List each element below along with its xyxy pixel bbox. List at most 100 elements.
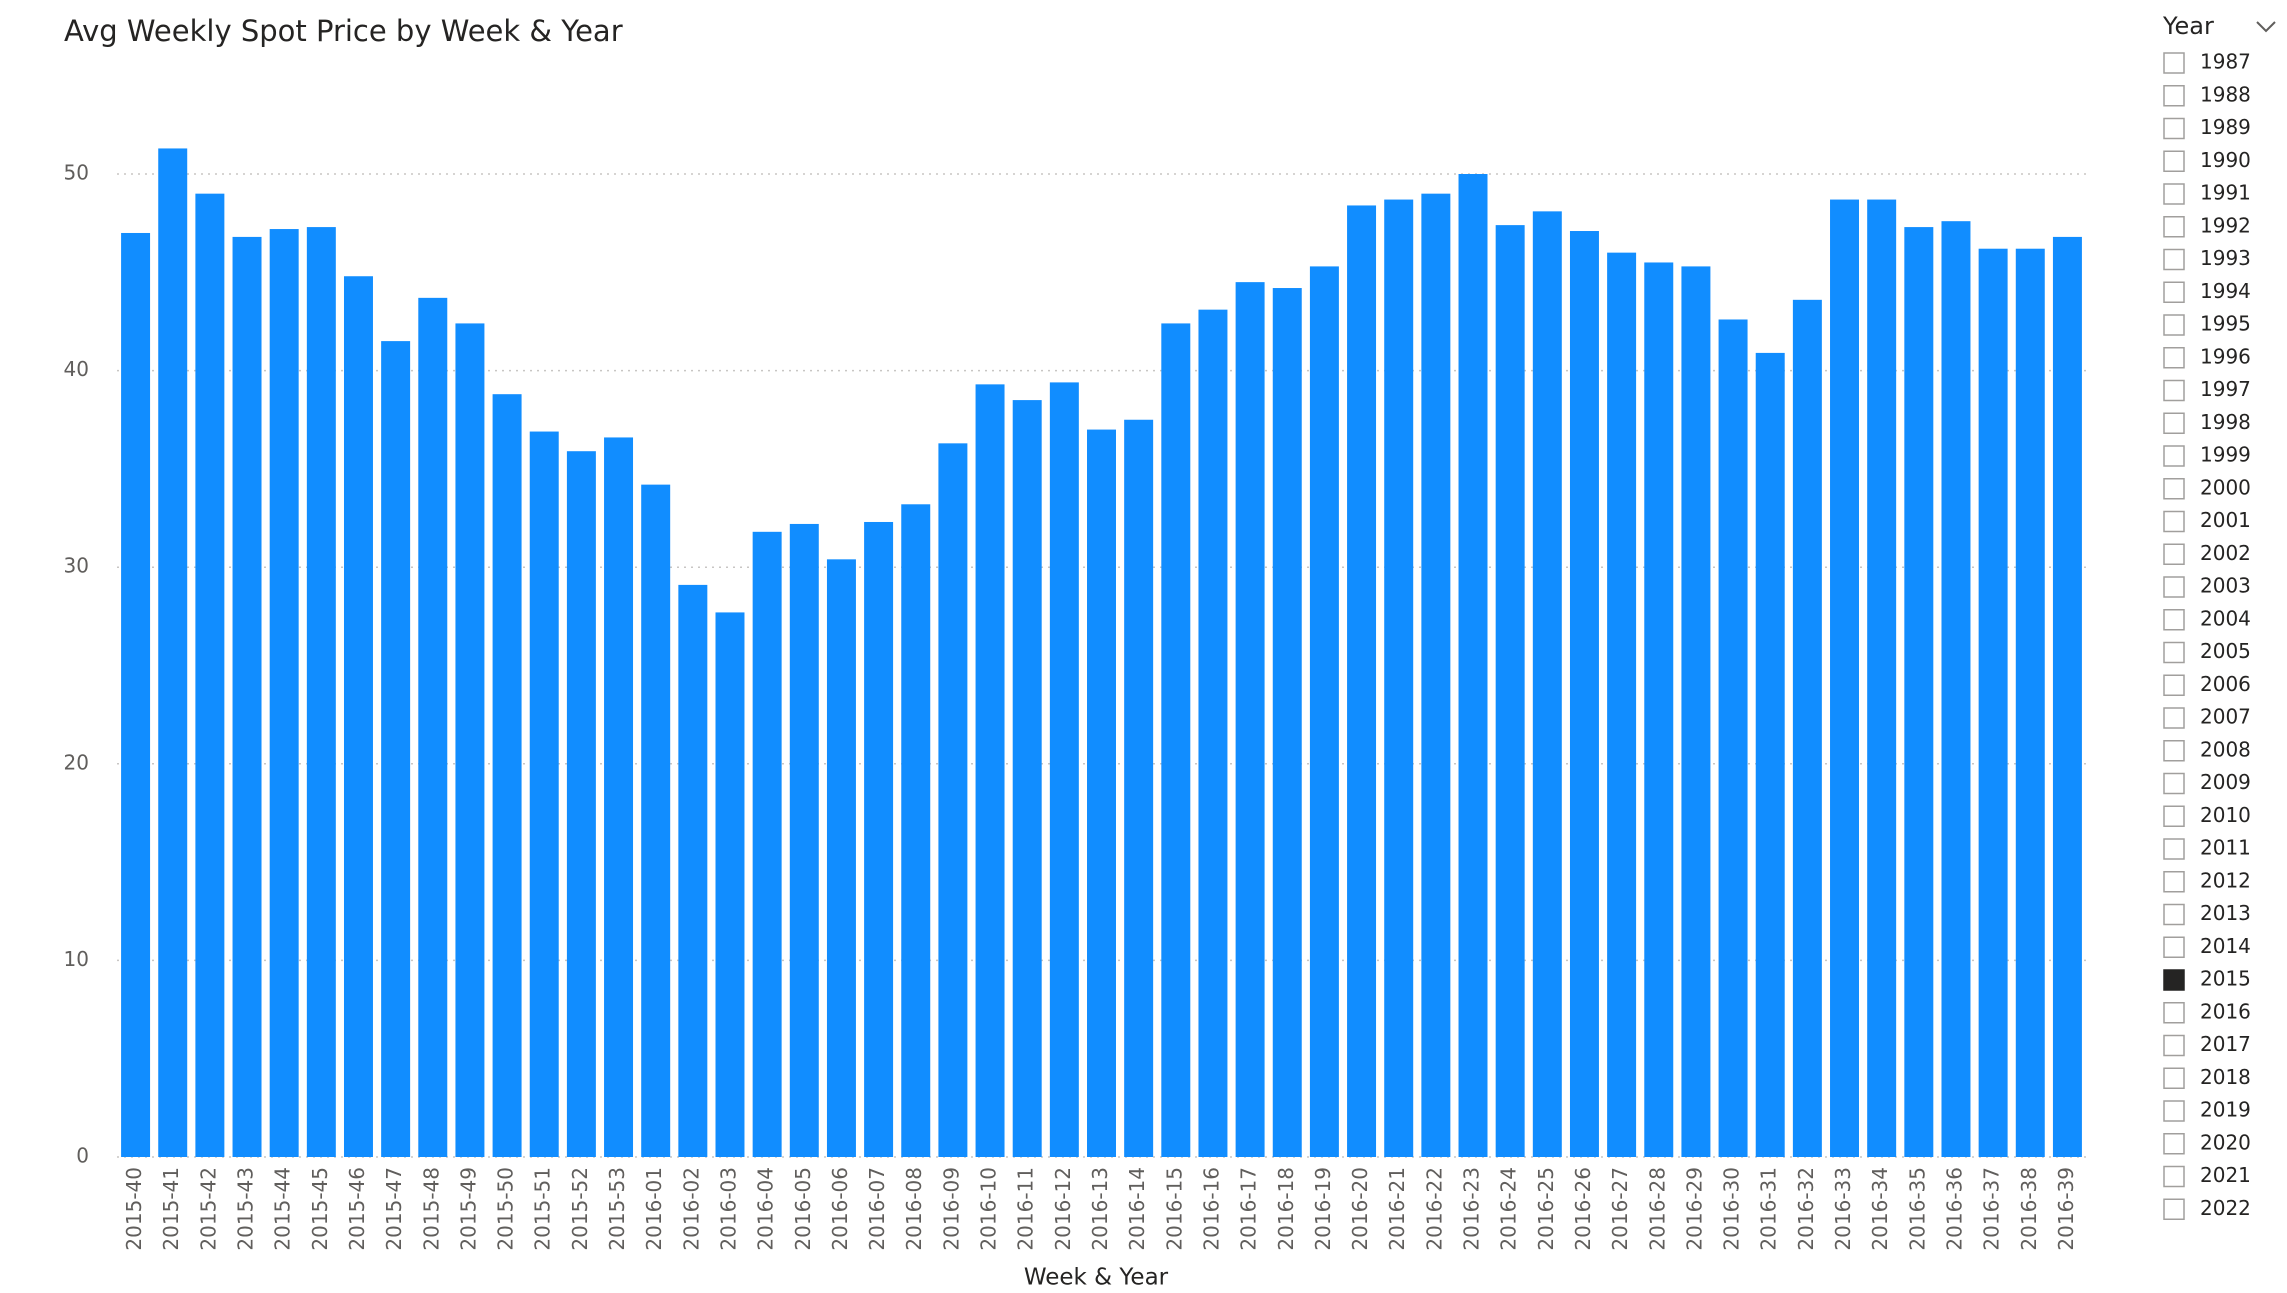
slicer-checkbox[interactable] xyxy=(2163,805,2185,827)
slicer-item[interactable]: 1991 xyxy=(2200,181,2251,205)
slicer-item[interactable]: 2003 xyxy=(2200,574,2251,598)
bar[interactable] xyxy=(715,612,745,1157)
slicer-checkbox[interactable] xyxy=(2163,412,2185,434)
slicer-item[interactable]: 2006 xyxy=(2200,672,2251,696)
slicer-item[interactable]: 2018 xyxy=(2200,1065,2251,1089)
bar[interactable] xyxy=(343,276,373,1157)
bar[interactable] xyxy=(938,443,968,1157)
slicer-checkbox[interactable] xyxy=(2163,1002,2185,1024)
bar[interactable] xyxy=(752,531,782,1157)
slicer-item[interactable]: 1996 xyxy=(2200,344,2251,368)
slicer-item[interactable]: 2013 xyxy=(2200,901,2251,925)
slicer-item[interactable]: 2016 xyxy=(2200,999,2251,1023)
slicer-item[interactable]: 1988 xyxy=(2200,82,2251,106)
slicer-checkbox[interactable] xyxy=(2163,1133,2185,1155)
slicer-item[interactable]: 1993 xyxy=(2200,246,2251,270)
bar[interactable] xyxy=(1941,221,1971,1157)
bar[interactable] xyxy=(1124,419,1154,1157)
slicer-checkbox[interactable] xyxy=(2163,445,2185,467)
slicer-checkbox[interactable] xyxy=(2163,641,2185,664)
bar[interactable] xyxy=(381,341,411,1157)
bar[interactable] xyxy=(1867,199,1897,1158)
slicer-checkbox[interactable] xyxy=(2163,281,2185,303)
slicer-checkbox[interactable] xyxy=(2163,871,2185,893)
slicer-checkbox[interactable] xyxy=(2163,1100,2185,1122)
bar[interactable] xyxy=(1087,429,1116,1158)
bar[interactable] xyxy=(1495,225,1525,1158)
slicer-item[interactable]: 1987 xyxy=(2200,50,2251,74)
bar[interactable] xyxy=(1792,299,1822,1158)
slicer-checkbox[interactable] xyxy=(2163,1034,2185,1057)
slicer-checkbox[interactable] xyxy=(2163,248,2185,271)
slicer-item[interactable]: 2009 xyxy=(2200,770,2251,794)
bar[interactable] xyxy=(1607,252,1637,1157)
slicer-item[interactable]: 2022 xyxy=(2200,1196,2251,1220)
slicer-checkbox[interactable] xyxy=(2163,707,2185,729)
slicer-checkbox[interactable] xyxy=(2163,117,2185,140)
bar[interactable] xyxy=(455,323,485,1157)
slicer-checkbox[interactable] xyxy=(2163,609,2185,631)
slicer-item[interactable]: 1990 xyxy=(2200,148,2251,172)
slicer-checkbox[interactable] xyxy=(2163,936,2185,958)
bar[interactable] xyxy=(121,232,151,1158)
bar[interactable] xyxy=(975,384,1005,1157)
slicer-item[interactable]: 2000 xyxy=(2200,475,2251,499)
bar[interactable] xyxy=(529,431,559,1157)
bar[interactable] xyxy=(1272,288,1302,1157)
slicer-item[interactable]: 2001 xyxy=(2200,508,2251,532)
bar[interactable] xyxy=(1161,323,1191,1157)
slicer-checkbox[interactable] xyxy=(2163,52,2185,74)
slicer-checkbox[interactable] xyxy=(2163,772,2185,795)
bar[interactable] xyxy=(678,584,708,1157)
slicer-item[interactable]: 2005 xyxy=(2200,639,2251,663)
slicer-item[interactable]: 2019 xyxy=(2200,1098,2251,1122)
bar[interactable] xyxy=(1198,309,1228,1157)
slicer-item[interactable]: 1989 xyxy=(2200,115,2251,139)
bar[interactable] xyxy=(864,521,894,1157)
bar[interactable] xyxy=(1347,205,1377,1157)
slicer-checkbox[interactable] xyxy=(2163,576,2185,598)
slicer-checkbox[interactable] xyxy=(2163,1165,2185,1188)
bar[interactable] xyxy=(641,484,671,1157)
slicer-checkbox[interactable] xyxy=(2163,543,2185,565)
slicer-item[interactable]: 2002 xyxy=(2200,541,2251,565)
bar[interactable] xyxy=(566,451,596,1157)
slicer-item[interactable]: 2014 xyxy=(2200,934,2251,958)
slicer-checkbox[interactable] xyxy=(2163,1198,2185,1220)
bar[interactable] xyxy=(1644,262,1674,1158)
bar[interactable] xyxy=(306,227,336,1157)
bar[interactable] xyxy=(1421,193,1451,1157)
slicer-checkbox[interactable] xyxy=(2163,314,2185,336)
bar[interactable] xyxy=(826,559,856,1157)
slicer-checkbox[interactable] xyxy=(2163,1067,2185,1089)
slicer-item[interactable]: 1995 xyxy=(2200,312,2251,336)
bar[interactable] xyxy=(1384,199,1414,1158)
slicer-checkbox[interactable] xyxy=(2163,740,2185,762)
bar[interactable] xyxy=(1978,248,2008,1157)
slicer-item[interactable]: 2015 xyxy=(2200,967,2251,991)
slicer-item[interactable]: 1994 xyxy=(2200,279,2251,303)
slicer-checkbox[interactable] xyxy=(2163,379,2185,402)
slicer-item[interactable]: 1997 xyxy=(2200,377,2251,401)
slicer-item[interactable]: 2020 xyxy=(2200,1130,2251,1154)
bar[interactable] xyxy=(492,394,522,1157)
bar[interactable] xyxy=(158,148,188,1157)
slicer-checkbox[interactable] xyxy=(2163,903,2185,926)
bar[interactable] xyxy=(1830,199,1860,1158)
slicer-item[interactable]: 2011 xyxy=(2200,836,2251,860)
slicer-checkbox[interactable] xyxy=(2163,969,2185,991)
bar[interactable] xyxy=(1904,227,1934,1157)
bar[interactable] xyxy=(604,437,634,1158)
bar[interactable] xyxy=(1755,352,1785,1157)
bar[interactable] xyxy=(232,236,262,1158)
slicer-item[interactable]: 2010 xyxy=(2200,803,2251,827)
slicer-item[interactable]: 2008 xyxy=(2200,737,2251,761)
bar[interactable] xyxy=(418,297,448,1157)
bar[interactable] xyxy=(1309,266,1339,1158)
bar[interactable] xyxy=(1458,174,1488,1157)
slicer-item[interactable]: 2012 xyxy=(2200,868,2251,892)
slicer-checkbox[interactable] xyxy=(2163,510,2185,533)
slicer-checkbox[interactable] xyxy=(2163,478,2185,500)
bar[interactable] xyxy=(1049,382,1079,1157)
slicer-checkbox[interactable] xyxy=(2163,347,2185,369)
